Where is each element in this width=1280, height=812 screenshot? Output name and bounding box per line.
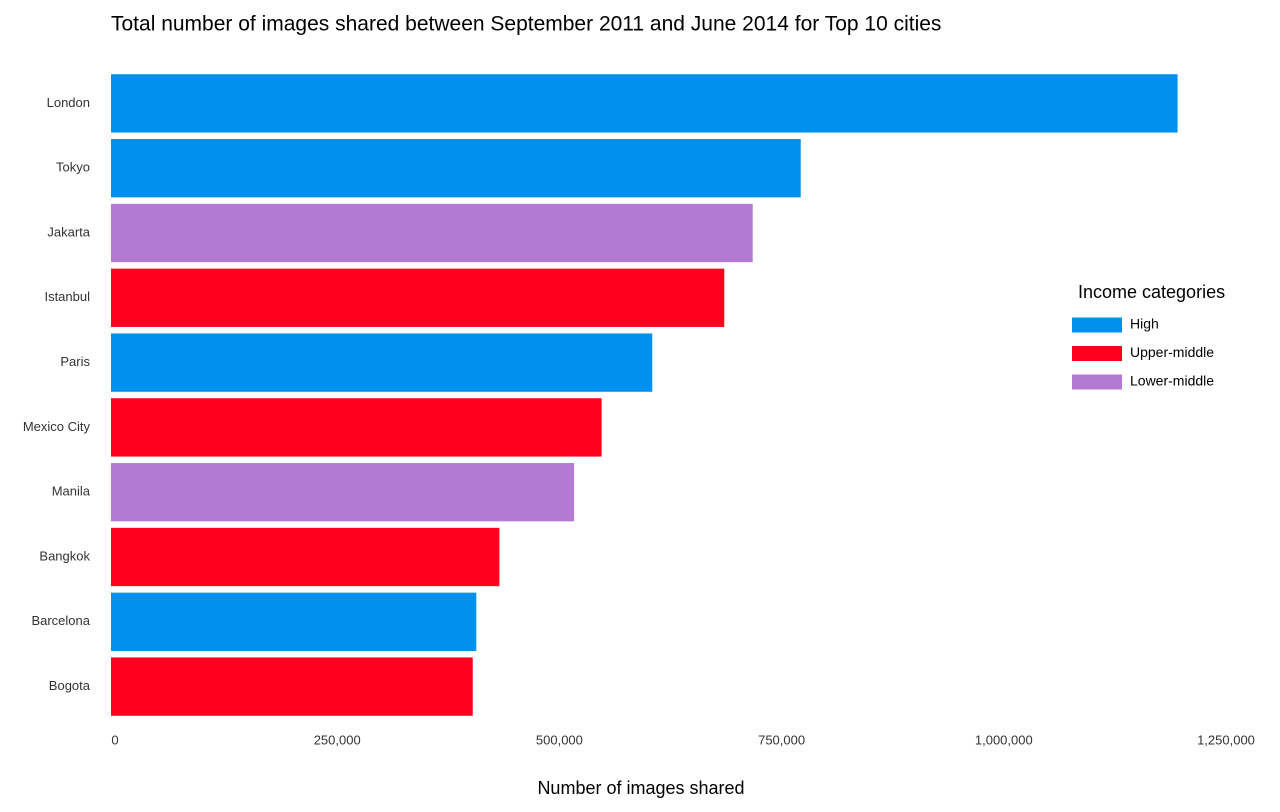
bar xyxy=(111,657,473,716)
x-tick-label: 0 xyxy=(111,732,118,747)
x-tick-label: 250,000 xyxy=(314,732,361,747)
y-tick-label: Bogota xyxy=(49,678,91,693)
legend-key xyxy=(1072,374,1122,390)
bar xyxy=(111,74,1178,133)
x-tick-label: 1,000,000 xyxy=(975,732,1033,747)
y-tick-label: Manila xyxy=(52,484,91,499)
legend-key xyxy=(1072,317,1122,333)
legend-label: Upper-middle xyxy=(1130,344,1214,360)
x-axis-label: Number of images shared xyxy=(537,778,744,798)
bar xyxy=(111,398,602,457)
bar xyxy=(111,268,725,327)
chart-title: Total number of images shared between Se… xyxy=(111,13,941,36)
y-tick-label: Bangkok xyxy=(39,548,90,563)
bar xyxy=(111,527,500,587)
y-tick-label: Barcelona xyxy=(31,613,90,628)
bar xyxy=(111,592,477,651)
x-tick-label: 750,000 xyxy=(758,732,805,747)
legend-title: Income categories xyxy=(1078,282,1225,302)
y-tick-label: London xyxy=(47,95,90,110)
y-tick-label: Tokyo xyxy=(56,160,90,175)
x-tick-label: 500,000 xyxy=(536,732,583,747)
y-tick-label: Mexico City xyxy=(23,419,91,434)
y-tick-label: Istanbul xyxy=(44,289,90,304)
bar xyxy=(111,203,753,263)
y-tick-label: Jakarta xyxy=(47,224,90,239)
y-tick-label: Paris xyxy=(60,354,90,369)
bar xyxy=(111,463,575,522)
legend-label: Lower-middle xyxy=(1130,373,1214,389)
legend-label: High xyxy=(1130,316,1159,332)
bar xyxy=(111,139,801,198)
bar xyxy=(111,333,653,392)
legend-key xyxy=(1072,346,1122,361)
x-tick-label: 1,250,000 xyxy=(1197,732,1255,747)
